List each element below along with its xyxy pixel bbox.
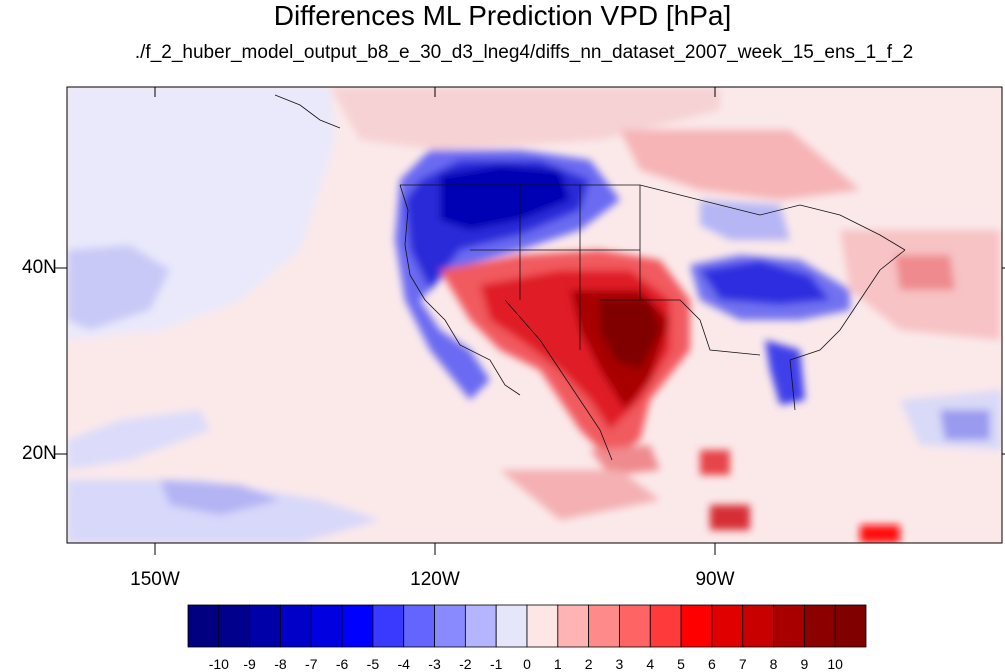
lon-label-120w: 120W	[410, 569, 460, 590]
colorbar-tick-label: 5	[677, 656, 685, 672]
colorbar-swatch	[218, 604, 251, 648]
colorbar-swatch	[280, 604, 312, 648]
colorbar-tick-label: 3	[615, 656, 624, 672]
colorbar-swatch	[249, 604, 281, 648]
axis-ticks	[55, 87, 1005, 555]
colorbar-tick-label: -2	[459, 656, 472, 672]
colorbar-swatch	[649, 604, 682, 648]
colorbar-swatch	[557, 604, 590, 648]
colorbar-swatch	[526, 604, 559, 648]
colorbar-swatch	[341, 604, 374, 648]
colorbar-tick-label: 2	[584, 656, 593, 672]
colorbar-tick-label: 1	[553, 656, 562, 672]
lon-label-150w: 150W	[130, 569, 180, 590]
map-field	[67, 87, 1002, 543]
colorbar	[187, 604, 867, 648]
colorbar-swatch	[464, 604, 497, 648]
colorbar-swatch	[803, 604, 836, 648]
colorbar-tick-label: 6	[708, 656, 716, 672]
colorbar-tick-label: 10	[827, 656, 843, 672]
colorbar-swatch	[619, 604, 651, 648]
colorbar-swatch	[403, 604, 435, 648]
colorbar-swatch	[434, 604, 466, 648]
colorbar-tick-label: -7	[305, 656, 318, 672]
colorbar-swatch	[742, 604, 774, 648]
colorbar-tick-label: 7	[738, 656, 747, 672]
lat-label-20n: 20N	[22, 443, 57, 464]
colorbar-swatch	[495, 604, 528, 648]
colorbar-tick-label: 4	[646, 656, 655, 672]
colorbar-tick-label: -10	[208, 656, 229, 672]
colorbar-tick-label: 8	[769, 656, 778, 672]
colorbar-tick-label: -1	[489, 656, 503, 672]
colorbar-tick-label: -8	[274, 656, 287, 672]
colorbar-tick-label: 0	[523, 656, 531, 672]
colorbar-tick-label: -9	[243, 656, 256, 672]
colorbar-swatch	[187, 604, 220, 648]
colorbar-tick-label: 9	[800, 656, 809, 672]
colorbar-tick-label: -6	[335, 656, 349, 672]
colorbar-swatch	[680, 604, 713, 648]
lon-label-90w: 90W	[695, 569, 735, 590]
colorbar-tick-label: -3	[428, 656, 441, 672]
colorbar-swatch	[711, 604, 744, 648]
colorbar-tick-label: -4	[397, 656, 410, 672]
colorbar-swatch	[588, 604, 620, 648]
map-subtitle: ./f_2_huber_model_output_b8_e_30_d3_lneg…	[134, 42, 914, 63]
colorbar-tick-label: -5	[366, 656, 380, 672]
colorbar-swatch	[310, 604, 343, 648]
map-title: Differences ML Prediction VPD [hPa]	[273, 0, 732, 31]
colorbar-swatch	[372, 604, 405, 648]
colorbar-swatch	[773, 604, 805, 648]
lat-label-40n: 40N	[22, 257, 57, 278]
colorbar-swatch	[834, 604, 867, 648]
